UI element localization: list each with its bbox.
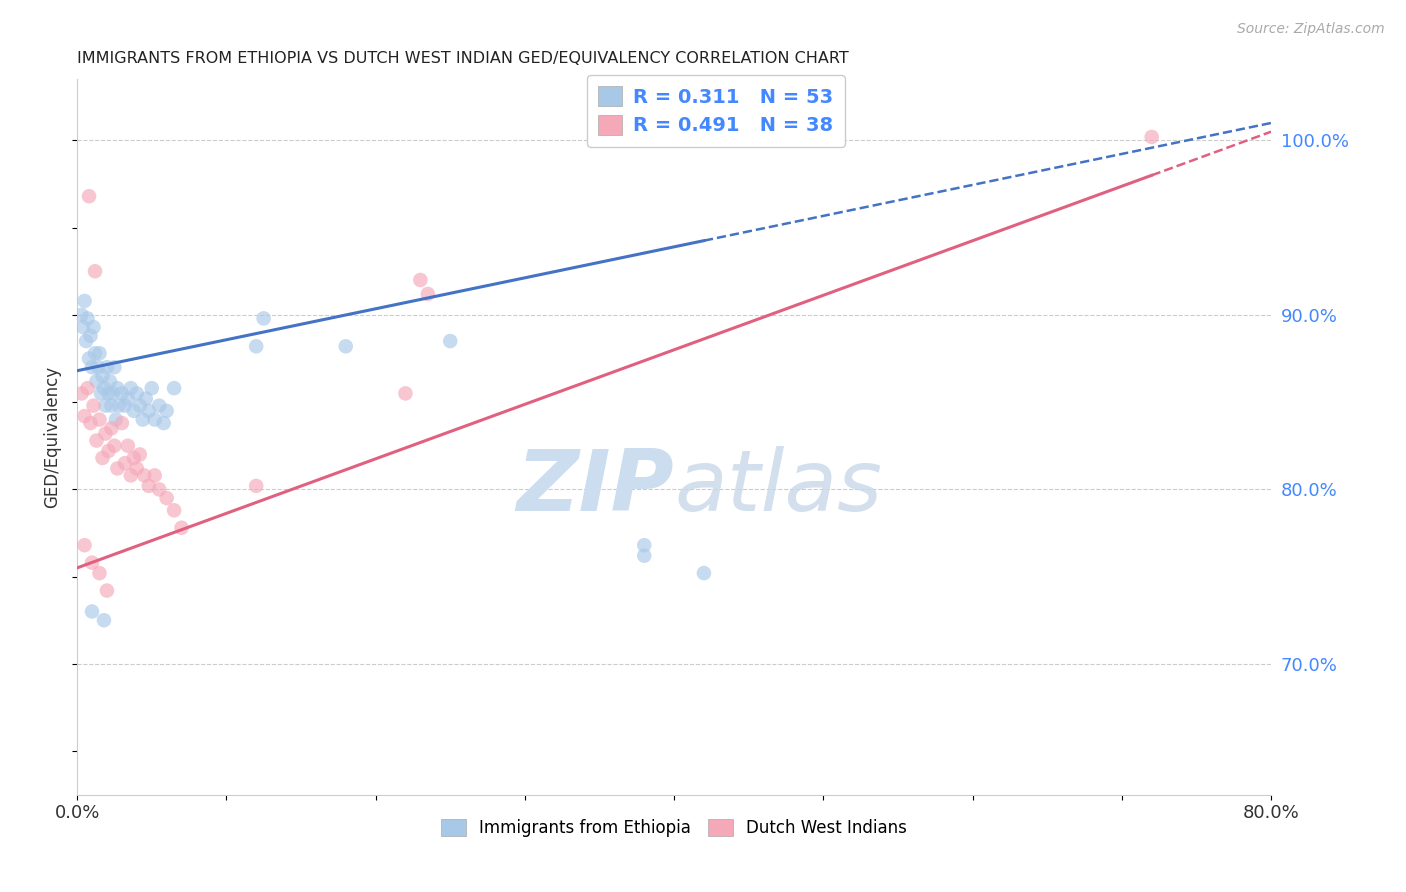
Point xyxy=(111,386,134,401)
Point xyxy=(114,399,136,413)
Point xyxy=(70,386,93,401)
Legend: Immigrants from Ethiopia, Dutch West Indians: Immigrants from Ethiopia, Dutch West Ind… xyxy=(434,812,914,844)
Point xyxy=(120,381,142,395)
Point xyxy=(394,386,416,401)
Point xyxy=(75,334,97,348)
Point xyxy=(148,483,170,497)
Point xyxy=(94,426,117,441)
Point xyxy=(122,404,145,418)
Y-axis label: GED/Equivalency: GED/Equivalency xyxy=(44,366,60,508)
Point xyxy=(693,566,716,581)
Point xyxy=(73,409,96,423)
Point xyxy=(111,416,134,430)
Point xyxy=(108,399,131,413)
Point xyxy=(94,399,117,413)
Point xyxy=(103,439,125,453)
Point xyxy=(84,264,107,278)
Point xyxy=(409,273,432,287)
Point xyxy=(156,404,179,418)
Point xyxy=(89,346,111,360)
Point xyxy=(148,399,170,413)
Point xyxy=(156,491,179,505)
Point xyxy=(100,399,122,413)
Text: IMMIGRANTS FROM ETHIOPIA VS DUTCH WEST INDIAN GED/EQUIVALENCY CORRELATION CHART: IMMIGRANTS FROM ETHIOPIA VS DUTCH WEST I… xyxy=(77,51,849,66)
Point xyxy=(98,374,121,388)
Point xyxy=(103,360,125,375)
Point xyxy=(96,583,118,598)
Point xyxy=(416,287,439,301)
Point xyxy=(1140,130,1163,145)
Point xyxy=(76,311,98,326)
Point xyxy=(138,404,160,418)
Point xyxy=(70,308,93,322)
Point xyxy=(86,434,108,448)
Point xyxy=(93,613,115,627)
Point xyxy=(77,189,100,203)
Point xyxy=(170,521,193,535)
Point xyxy=(87,360,110,375)
Point xyxy=(84,346,107,360)
Point xyxy=(125,461,148,475)
Point xyxy=(143,412,166,426)
Point xyxy=(163,381,186,395)
Point xyxy=(80,605,103,619)
Point xyxy=(253,311,276,326)
Point xyxy=(83,320,105,334)
Point xyxy=(100,421,122,435)
Point xyxy=(245,479,267,493)
Point xyxy=(89,412,111,426)
Point xyxy=(101,386,124,401)
Point xyxy=(97,386,120,401)
Point xyxy=(80,360,103,375)
Point xyxy=(77,351,100,366)
Point xyxy=(89,566,111,581)
Point xyxy=(117,392,139,406)
Point xyxy=(120,468,142,483)
Point xyxy=(90,386,112,401)
Point xyxy=(73,538,96,552)
Point xyxy=(439,334,461,348)
Point xyxy=(114,456,136,470)
Point xyxy=(335,339,357,353)
Text: Source: ZipAtlas.com: Source: ZipAtlas.com xyxy=(1237,22,1385,37)
Point xyxy=(93,381,115,395)
Point xyxy=(76,381,98,395)
Point xyxy=(122,450,145,465)
Point xyxy=(83,399,105,413)
Point xyxy=(143,468,166,483)
Point xyxy=(633,538,655,552)
Point xyxy=(91,450,114,465)
Point xyxy=(96,360,118,375)
Point xyxy=(163,503,186,517)
Point xyxy=(117,439,139,453)
Point xyxy=(79,416,101,430)
Point xyxy=(97,444,120,458)
Point xyxy=(105,381,128,395)
Point xyxy=(80,556,103,570)
Point xyxy=(132,412,155,426)
Point xyxy=(73,293,96,308)
Point xyxy=(138,479,160,493)
Point xyxy=(105,461,128,475)
Point xyxy=(128,399,150,413)
Point xyxy=(125,386,148,401)
Point xyxy=(86,374,108,388)
Point xyxy=(141,381,163,395)
Point xyxy=(152,416,174,430)
Point xyxy=(79,328,101,343)
Point xyxy=(245,339,267,353)
Text: ZIP: ZIP xyxy=(516,446,673,529)
Point xyxy=(134,468,156,483)
Point xyxy=(104,412,127,426)
Point xyxy=(72,320,94,334)
Point xyxy=(128,448,150,462)
Text: atlas: atlas xyxy=(673,446,882,529)
Point xyxy=(91,368,114,383)
Point xyxy=(633,549,655,563)
Point xyxy=(135,392,157,406)
